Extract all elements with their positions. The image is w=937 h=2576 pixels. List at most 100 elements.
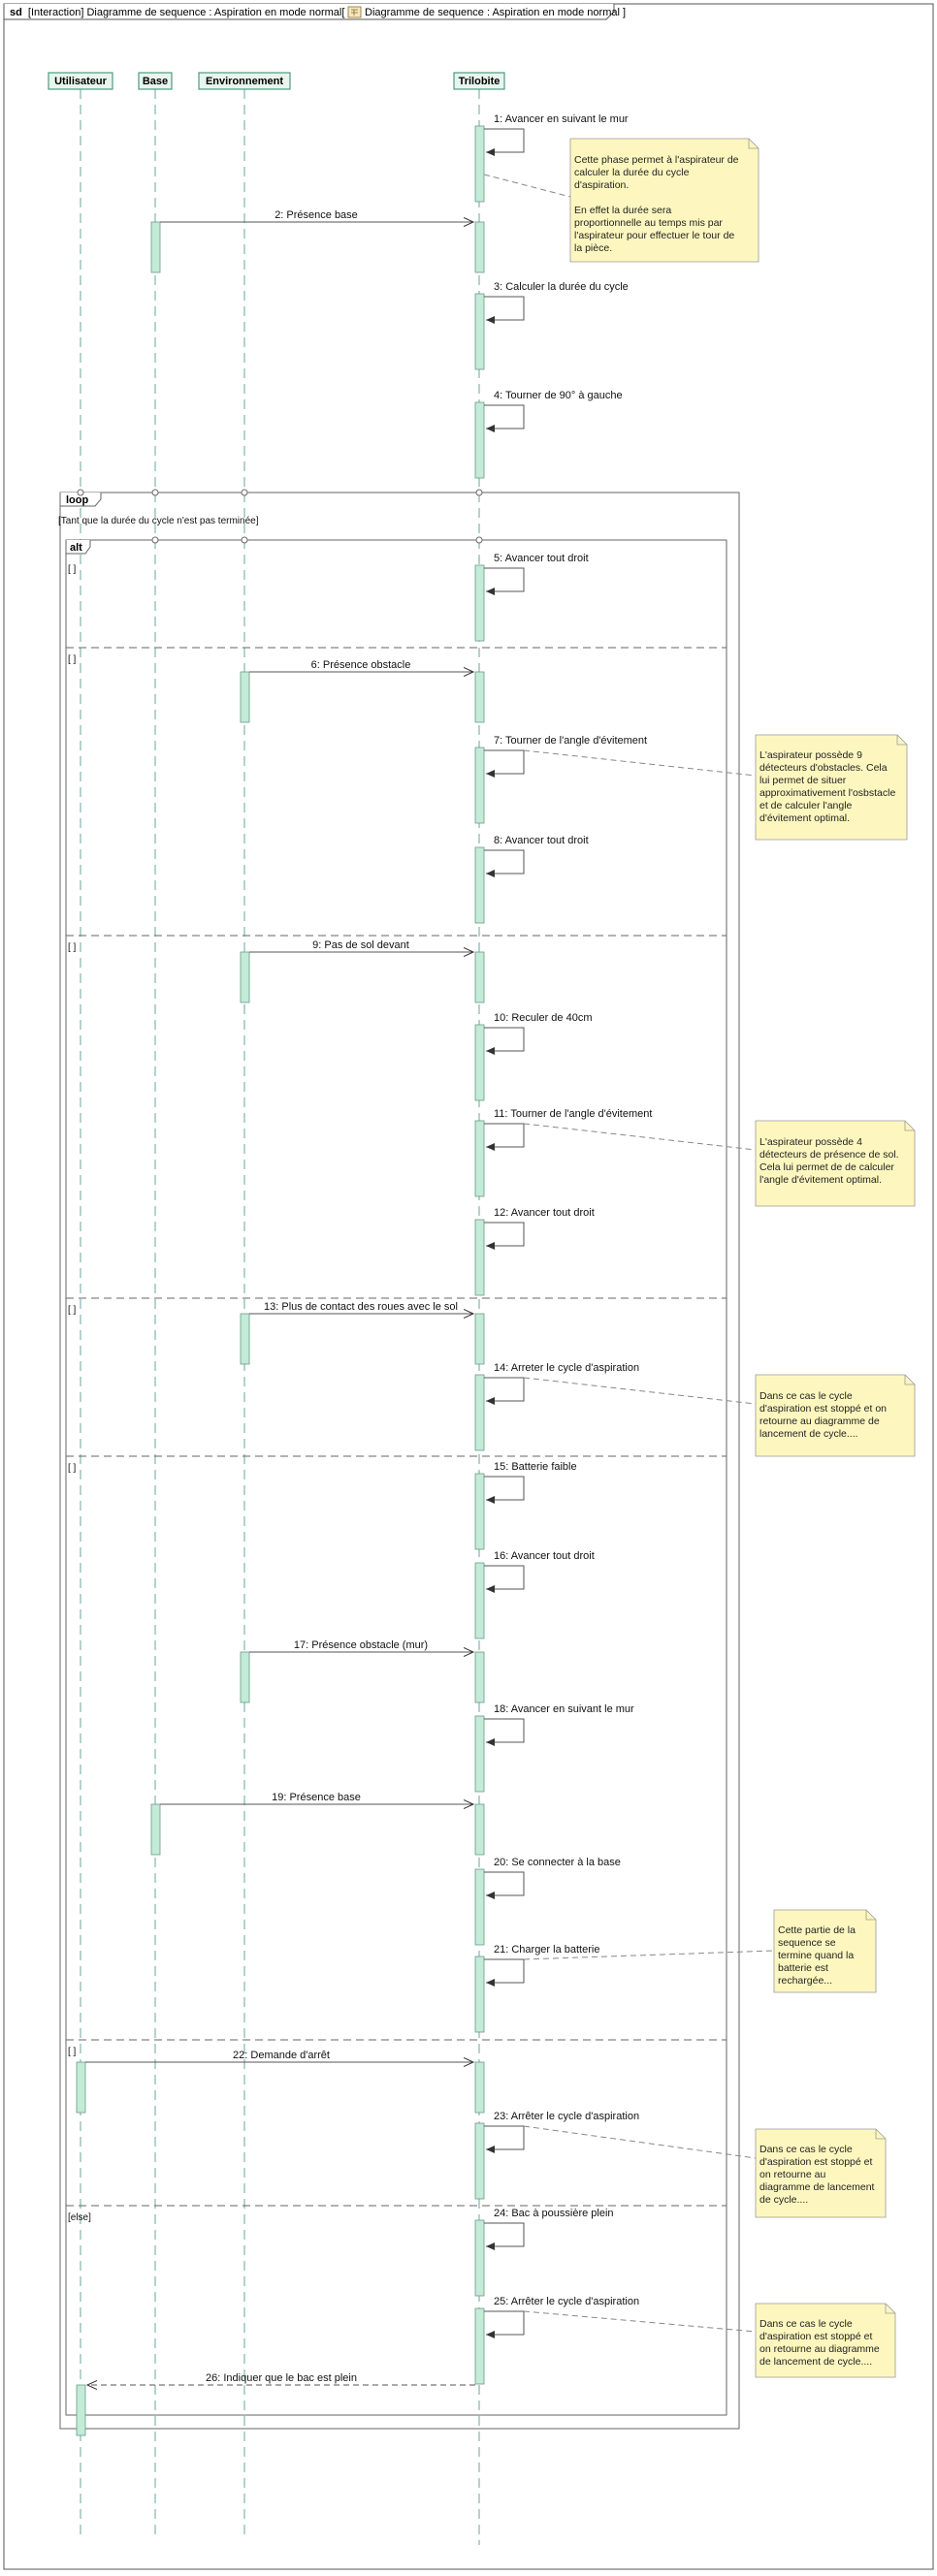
message-label: 1: Avancer en suivant le mur [494, 113, 629, 125]
alt-guard-else: [else] [68, 2212, 91, 2223]
note-line: lancement de cycle.... [759, 1428, 858, 1440]
note-line: la pièce. [574, 242, 612, 254]
note-line: termine quand la [778, 1950, 854, 1961]
message-2[interactable]: 2: Présence base [160, 209, 473, 222]
message-23[interactable]: 23: Arrêter le cycle d'aspiration [484, 2111, 639, 2153]
lifeline-label-base: Base [143, 76, 168, 87]
message-label: 16: Avancer tout droit [494, 1550, 595, 1562]
message-label: 9: Pas de sol devant [312, 939, 409, 951]
message-label: 26: Indiquer que le bac est plein [206, 2372, 357, 2384]
note-line: Cela lui permet de de calculer [759, 1161, 894, 1173]
message-22[interactable]: 22: Demande d'arrêt [85, 2050, 473, 2062]
note-line: d'aspiration est stoppé et [759, 2331, 872, 2342]
message-18[interactable]: 18: Avancer en suivant le mur [484, 1703, 634, 1746]
note-line: on retourne au [759, 2169, 825, 2180]
message-4[interactable]: 4: Tourner de 90° à gauche [484, 390, 623, 432]
message-3[interactable]: 3: Calculer la durée du cycle [484, 281, 629, 324]
message-label: 17: Présence obstacle (mur) [294, 1639, 428, 1651]
alt-label: alt [70, 542, 82, 554]
note-line: approximativement l'osbstacle [759, 787, 895, 799]
diagram-ref-icon [347, 6, 362, 18]
message-5[interactable]: 5: Avancer tout droit [484, 553, 589, 595]
note-line: diagramme de lancement [759, 2181, 875, 2193]
message-label: 24: Bac à poussière plein [494, 2208, 614, 2219]
note-line: d'aspiration est stoppé et on [759, 1403, 887, 1415]
lifeline-label-environnement: Environnement [206, 76, 283, 87]
note-line: d'aspiration est stoppé et [759, 2156, 872, 2168]
message-7[interactable]: 7: Tourner de l'angle d'évitement [484, 735, 647, 778]
lifeline-label-trilobite: Trilobite [459, 76, 501, 87]
message-16[interactable]: 16: Avancer tout droit [484, 1550, 595, 1593]
note-line: Dans ce cas le cycle [759, 2318, 853, 2330]
message-17[interactable]: 17: Présence obstacle (mur) [249, 1639, 473, 1652]
activation-bars [76, 125, 485, 2436]
note-line: d'évitement optimal. [759, 812, 850, 824]
message-8[interactable]: 8: Avancer tout droit [484, 835, 589, 877]
note-4[interactable]: Dans ce cas le cycle d'aspiration est st… [523, 1374, 916, 1457]
diagram-frame: sd [Interaction] Diagramme de sequence :… [3, 3, 934, 2570]
note-line: calculer la durée du cycle [574, 167, 690, 178]
message-14[interactable]: 14: Arreter le cycle d'aspiration [484, 1362, 639, 1405]
alt-guard: [ ] [68, 1305, 77, 1316]
message-label: 19: Présence base [272, 1792, 361, 1803]
message-13[interactable]: 13: Plus de contact des roues avec le so… [249, 1301, 473, 1314]
message-label: 20: Se connecter à la base [494, 1857, 621, 1868]
note-line: rechargée... [778, 1975, 832, 1987]
message-label: 14: Arreter le cycle d'aspiration [494, 1362, 639, 1374]
frame-title-ref: Diagramme de sequence : Aspiration en mo… [365, 7, 626, 18]
message-label: 8: Avancer tout droit [494, 835, 589, 846]
note-line: Cette phase permet à l'aspirateur de [574, 154, 739, 166]
note-2[interactable]: L'aspirateur possède 9 détecteurs d'obst… [523, 734, 908, 841]
note-6[interactable]: Dans ce cas le cycle d'aspiration est st… [523, 2125, 887, 2218]
alt-guard: [ ] [68, 2047, 77, 2057]
message-9[interactable]: 9: Pas de sol devant [249, 939, 473, 952]
loop-fragment[interactable]: loop [Tant que la durée du cycle n'est p… [58, 489, 740, 2430]
note-line: Cette partie de la [778, 1924, 856, 1936]
message-label: 15: Batterie faible [494, 1461, 577, 1473]
note-line: et de calculer l'angle [759, 800, 853, 811]
note-5[interactable]: Cette partie de la sequence se termine q… [523, 1909, 877, 1993]
lifeline-head-base[interactable]: Base [138, 72, 173, 90]
message-19[interactable]: 19: Présence base [160, 1792, 473, 1804]
note-1[interactable]: Cette phase permet à l'aspirateur de cal… [483, 138, 759, 263]
note-line: L'aspirateur possède 4 [759, 1136, 862, 1148]
alt-guard: [ ] [68, 564, 77, 575]
note-7[interactable]: Dans ce cas le cycle d'aspiration est st… [523, 2303, 896, 2378]
message-21[interactable]: 21: Charger la batterie [484, 1944, 599, 1987]
lifeline-head-trilobite[interactable]: Trilobite [453, 72, 505, 90]
message-6[interactable]: 6: Présence obstacle [249, 659, 473, 672]
message-1[interactable]: 1: Avancer en suivant le mur [484, 113, 629, 156]
lifeline-head-utilisateur[interactable]: Utilisateur [48, 72, 113, 90]
note-line: d'aspiration. [574, 179, 629, 191]
message-label: 13: Plus de contact des roues avec le so… [264, 1301, 458, 1313]
message-label: 4: Tourner de 90° à gauche [494, 390, 623, 401]
message-10[interactable]: 10: Reculer de 40cm [484, 1012, 593, 1055]
message-15[interactable]: 15: Batterie faible [484, 1461, 577, 1504]
note-line: Dans ce cas le cycle [759, 2144, 853, 2155]
frame-keyword: sd [10, 7, 22, 18]
message-20[interactable]: 20: Se connecter à la base [484, 1857, 621, 1899]
message-11[interactable]: 11: Tourner de l'angle d'évitement [484, 1108, 652, 1151]
svg-text:sd [Interaction] Diagram: sd [Interaction] Diagramme de sequence :… [10, 7, 344, 18]
loop-label: loop [66, 494, 88, 506]
note-line: l'aspirateur pour effectuer le tour de [574, 230, 734, 241]
message-24[interactable]: 24: Bac à poussière plein [484, 2208, 614, 2250]
note-line: retourne au diagramme de [759, 1415, 880, 1427]
message-12[interactable]: 12: Avancer tout droit [484, 1207, 595, 1250]
message-label: 23: Arrêter le cycle d'aspiration [494, 2111, 639, 2122]
message-25[interactable]: 25: Arrêter le cycle d'aspiration [484, 2296, 639, 2338]
message-label: 12: Avancer tout droit [494, 1207, 595, 1219]
note-line: lui permet de situer [759, 775, 847, 786]
note-line: En effet la durée sera [574, 205, 671, 216]
message-label: 7: Tourner de l'angle d'évitement [494, 735, 647, 747]
message-label: 18: Avancer en suivant le mur [494, 1703, 634, 1715]
lifeline-head-environnement[interactable]: Environnement [198, 72, 291, 90]
message-label: 5: Avancer tout droit [494, 553, 589, 564]
message-26-return[interactable]: 26: Indiquer que le bac est plein [87, 2372, 475, 2385]
note-3[interactable]: L'aspirateur possède 4 détecteurs de pré… [523, 1120, 916, 1207]
lifeline-label-utilisateur: Utilisateur [54, 76, 108, 87]
frame-title: [Interaction] Diagramme de sequence : As… [28, 7, 345, 18]
alt-fragment[interactable]: alt [ ] [ ] [ ] [ ] [ ] [ ] [else] [65, 536, 727, 2416]
message-label: 21: Charger la batterie [494, 1944, 599, 1956]
